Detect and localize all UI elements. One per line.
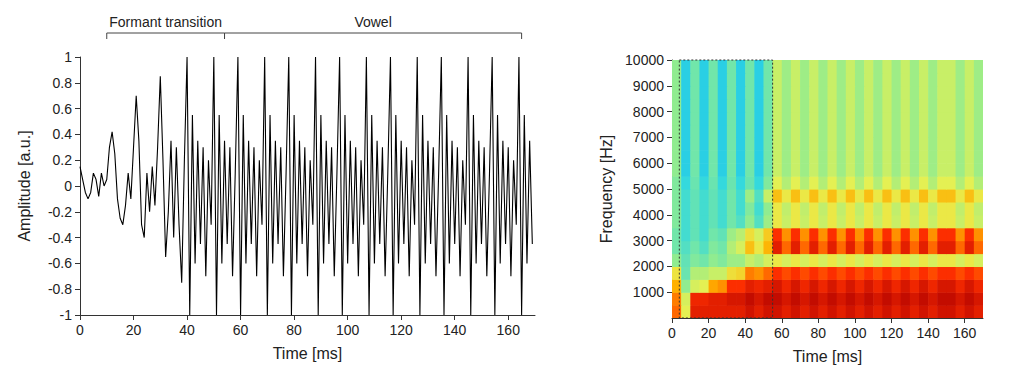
svg-text:6000: 6000 [633, 155, 664, 171]
svg-text:20: 20 [701, 325, 717, 341]
svg-text:40: 40 [737, 325, 753, 341]
svg-text:Formant transition: Formant transition [109, 14, 222, 30]
svg-text:0.2: 0.2 [53, 152, 73, 168]
svg-text:0: 0 [64, 178, 72, 194]
svg-text:20: 20 [126, 322, 142, 338]
svg-text:0: 0 [76, 322, 84, 338]
svg-text:5000: 5000 [633, 181, 664, 197]
svg-text:9000: 9000 [633, 78, 664, 94]
svg-text:Time [ms]: Time [ms] [273, 345, 343, 362]
svg-text:-0.8: -0.8 [48, 281, 72, 297]
svg-text:0: 0 [668, 325, 676, 341]
svg-text:1000: 1000 [633, 284, 664, 300]
svg-text:-1: -1 [60, 307, 73, 323]
svg-text:-0.4: -0.4 [48, 230, 72, 246]
svg-text:80: 80 [286, 322, 302, 338]
svg-text:80: 80 [811, 325, 827, 341]
svg-text:3000: 3000 [633, 233, 664, 249]
svg-text:160: 160 [497, 322, 521, 338]
svg-text:60: 60 [774, 325, 790, 341]
svg-text:100: 100 [336, 322, 360, 338]
svg-text:0.4: 0.4 [53, 126, 73, 142]
svg-text:160: 160 [953, 325, 977, 341]
svg-text:40: 40 [179, 322, 195, 338]
svg-text:100: 100 [843, 325, 867, 341]
svg-text:120: 120 [880, 325, 904, 341]
svg-text:2000: 2000 [633, 258, 664, 274]
svg-text:Amplitude [a.u.]: Amplitude [a.u.] [16, 130, 33, 241]
svg-text:0.6: 0.6 [53, 101, 73, 117]
svg-text:8000: 8000 [633, 104, 664, 120]
svg-text:Time [ms]: Time [ms] [793, 348, 863, 365]
svg-text:0.8: 0.8 [53, 75, 73, 91]
svg-text:7000: 7000 [633, 129, 664, 145]
svg-text:10000: 10000 [625, 52, 664, 68]
svg-text:Frequency [Hz]: Frequency [Hz] [598, 135, 615, 243]
svg-text:140: 140 [916, 325, 940, 341]
svg-text:1: 1 [64, 49, 72, 65]
svg-text:60: 60 [233, 322, 249, 338]
svg-text:-0.6: -0.6 [48, 255, 72, 271]
svg-text:Vowel: Vowel [354, 14, 391, 30]
svg-text:4000: 4000 [633, 207, 664, 223]
svg-text:-0.2: -0.2 [48, 204, 72, 220]
svg-text:120: 120 [389, 322, 413, 338]
svg-text:140: 140 [443, 322, 467, 338]
